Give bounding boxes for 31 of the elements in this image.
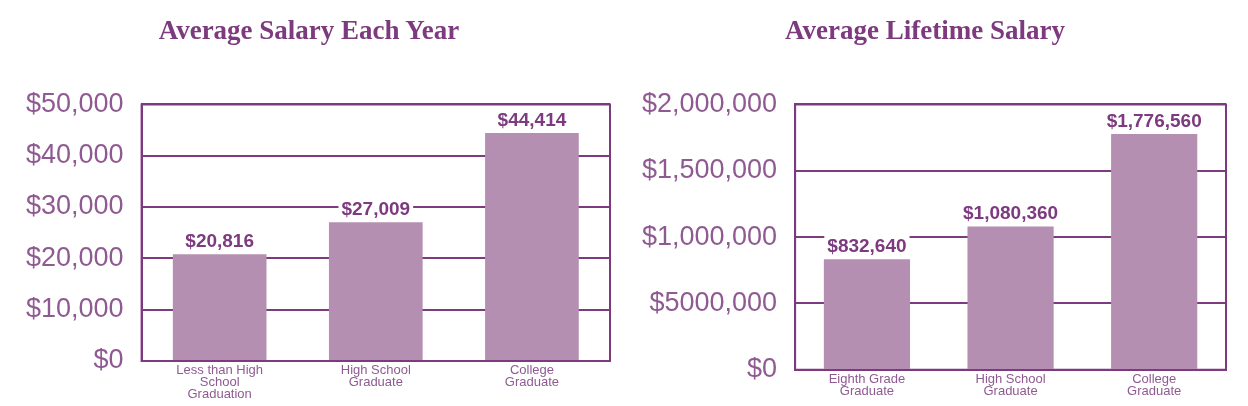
x-tick-label: High School Graduate xyxy=(340,361,411,390)
bar xyxy=(823,259,911,369)
y-tick-label: $50,000 xyxy=(25,87,124,118)
chart-title: Average Salary Each Year xyxy=(158,15,460,46)
chart-title: Average Lifetime Salary xyxy=(785,15,1066,46)
x-tick-label: Less than High School Graduation xyxy=(176,361,264,402)
y-tick-label: $10,000 xyxy=(25,293,124,324)
bar xyxy=(1111,134,1198,369)
y-tick-label: $1,000,000 xyxy=(641,220,778,251)
x-tick-label: College Graduate xyxy=(1127,370,1182,398)
bar xyxy=(328,222,423,360)
bar xyxy=(967,226,1054,369)
y-tick-label: $5000,000 xyxy=(649,286,778,317)
y-tick-label: $1,500,000 xyxy=(641,154,778,185)
data-label: $1,776,560 xyxy=(1106,109,1202,131)
data-label: $27,009 xyxy=(341,198,411,220)
y-tick-label: $30,000 xyxy=(25,190,124,221)
y-tick-label: $2,000,000 xyxy=(641,87,778,118)
y-tick-label: $0 xyxy=(93,344,124,375)
bar xyxy=(485,133,579,360)
y-tick-label: $20,000 xyxy=(25,241,124,272)
bar xyxy=(172,254,267,360)
x-tick-label: College Graduate xyxy=(504,361,560,390)
y-tick-label: $40,000 xyxy=(25,139,124,170)
data-label: $832,640 xyxy=(827,235,907,257)
data-label: $1,080,360 xyxy=(963,202,1059,224)
y-tick-label: $0 xyxy=(747,353,778,384)
data-label: $44,414 xyxy=(497,108,567,130)
data-label: $20,816 xyxy=(185,229,255,251)
x-tick-label: High School Graduate xyxy=(975,370,1046,398)
x-tick-label: Eighth Grade Graduate xyxy=(828,370,906,398)
